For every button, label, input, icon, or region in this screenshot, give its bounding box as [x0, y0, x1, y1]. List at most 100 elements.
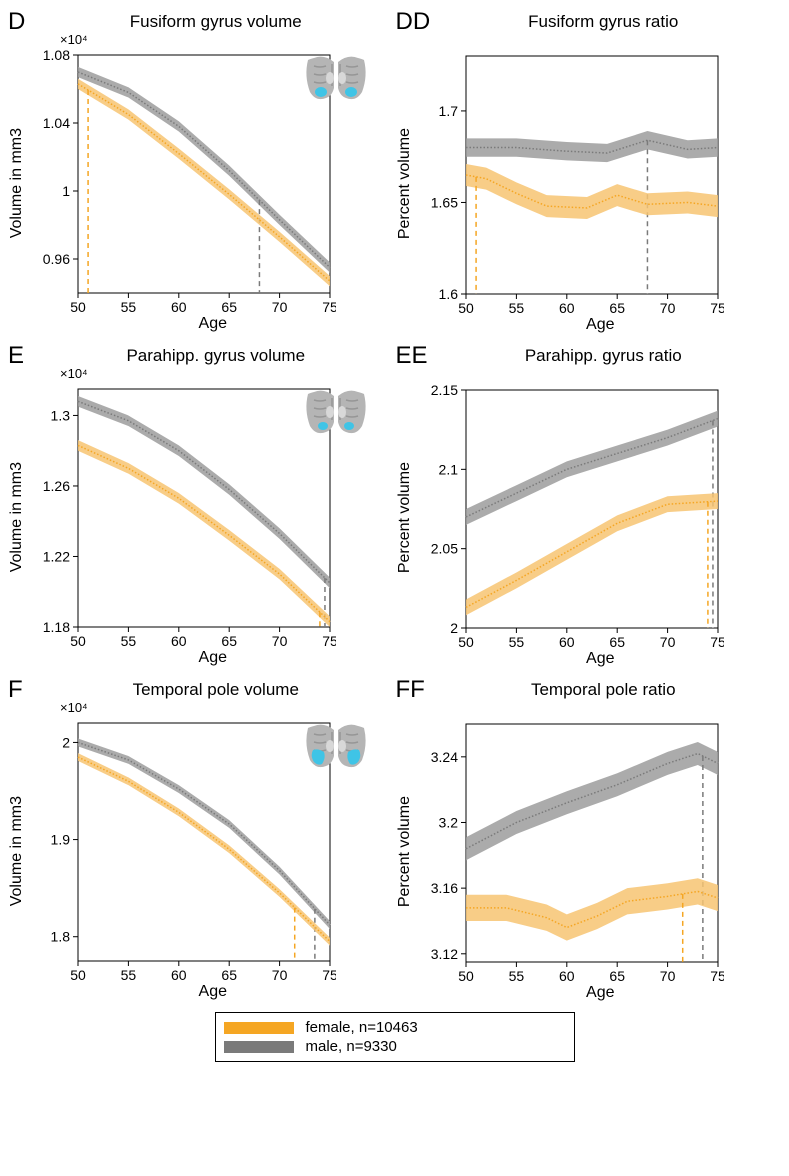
- panel-label: FF: [396, 676, 425, 704]
- y-axis-label: Percent volume: [396, 796, 414, 907]
- plot-svg: 5055606570750.9611.041.08: [26, 47, 336, 319]
- panel-FF: FF Temporal pole ratio Percent volume 50…: [396, 676, 772, 1002]
- svg-text:65: 65: [221, 967, 237, 983]
- svg-text:1.65: 1.65: [430, 194, 457, 210]
- svg-text:60: 60: [171, 299, 187, 315]
- legend-label-female: female, n=10463: [306, 1019, 418, 1036]
- svg-text:55: 55: [508, 300, 524, 316]
- svg-text:1.9: 1.9: [51, 832, 71, 848]
- panel-F: F Temporal pole volume ×10⁴ Volume in mm…: [8, 676, 384, 1002]
- legend: female, n=10463 male, n=9330: [215, 1012, 575, 1062]
- svg-text:1: 1: [62, 183, 70, 199]
- brain-inset-icon: [296, 716, 376, 776]
- svg-text:65: 65: [609, 300, 625, 316]
- svg-text:70: 70: [659, 634, 675, 650]
- svg-text:1.26: 1.26: [43, 478, 70, 494]
- svg-text:70: 70: [272, 967, 288, 983]
- y-axis-label: Volume in mm3: [8, 796, 26, 906]
- y-axis-label: Volume in mm3: [8, 128, 26, 238]
- svg-text:70: 70: [272, 299, 288, 315]
- brain-inset: [296, 716, 376, 776]
- panel-title: Fusiform gyrus volume: [8, 8, 384, 32]
- panel-DD: DD Fusiform gyrus ratio Percent volume 5…: [396, 8, 772, 334]
- svg-text:60: 60: [559, 634, 575, 650]
- svg-text:70: 70: [659, 968, 675, 984]
- svg-text:55: 55: [508, 968, 524, 984]
- legend-label-male: male, n=9330: [306, 1038, 397, 1055]
- svg-text:2.15: 2.15: [430, 382, 457, 398]
- svg-text:65: 65: [221, 299, 237, 315]
- svg-text:3.2: 3.2: [438, 814, 458, 830]
- svg-text:70: 70: [272, 633, 288, 649]
- svg-text:1.04: 1.04: [43, 115, 70, 131]
- svg-text:2: 2: [62, 734, 70, 750]
- svg-text:2: 2: [450, 620, 458, 636]
- legend-male: male, n=9330: [224, 1038, 566, 1055]
- legend-swatch-male: [224, 1041, 294, 1053]
- svg-text:55: 55: [121, 299, 137, 315]
- svg-text:3.24: 3.24: [430, 749, 457, 765]
- panel-label: F: [8, 676, 23, 704]
- legend-swatch-female: [224, 1022, 294, 1034]
- svg-text:50: 50: [458, 300, 474, 316]
- figure-grid: D Fusiform gyrus volume ×10⁴ Volume in m…: [0, 8, 789, 1002]
- svg-text:75: 75: [710, 300, 724, 316]
- svg-text:50: 50: [458, 968, 474, 984]
- svg-text:1.8: 1.8: [51, 929, 71, 945]
- svg-text:1.08: 1.08: [43, 47, 70, 63]
- panel-label: E: [8, 342, 24, 370]
- svg-text:50: 50: [458, 634, 474, 650]
- svg-text:75: 75: [710, 634, 724, 650]
- svg-text:1.6: 1.6: [438, 286, 458, 302]
- plot-svg: 50556065707522.052.12.15: [414, 382, 724, 654]
- panel-title: Temporal pole ratio: [396, 676, 772, 700]
- axis-multiplier: ×10⁴: [8, 32, 384, 47]
- y-axis-label: Percent volume: [396, 128, 414, 239]
- panel-title: Fusiform gyrus ratio: [396, 8, 772, 32]
- y-axis-label: Volume in mm3: [8, 462, 26, 572]
- svg-text:55: 55: [121, 633, 137, 649]
- svg-text:60: 60: [171, 967, 187, 983]
- svg-text:1.22: 1.22: [43, 548, 70, 564]
- axis-multiplier: ×10⁴: [8, 366, 384, 381]
- brain-inset-icon: [296, 48, 376, 108]
- svg-text:60: 60: [559, 300, 575, 316]
- legend-female: female, n=10463: [224, 1019, 566, 1036]
- panel-E: E Parahipp. gyrus volume ×10⁴ Volume in …: [8, 342, 384, 668]
- plot-svg: 50 55 60 65 70 75 1.18 1.22 1.26 1.3: [26, 381, 336, 653]
- brain-inset: [296, 382, 376, 442]
- svg-text:60: 60: [559, 968, 575, 984]
- svg-text:50: 50: [70, 633, 86, 649]
- svg-text:1.18: 1.18: [43, 619, 70, 635]
- panel-title: Temporal pole volume: [8, 676, 384, 700]
- panel-label: D: [8, 8, 25, 36]
- axis-multiplier: ×10⁴: [8, 700, 384, 715]
- svg-text:55: 55: [508, 634, 524, 650]
- svg-text:75: 75: [322, 967, 336, 983]
- svg-text:3.12: 3.12: [430, 946, 457, 962]
- plot-svg: 50 55 60 65 70 75 1.8 1.9 2: [26, 715, 336, 987]
- y-axis-label: Percent volume: [396, 462, 414, 573]
- svg-text:75: 75: [710, 968, 724, 984]
- plot-svg: 5055606570751.61.651.7: [414, 48, 724, 320]
- svg-text:75: 75: [322, 299, 336, 315]
- svg-text:2.1: 2.1: [438, 461, 458, 477]
- panel-D: D Fusiform gyrus volume ×10⁴ Volume in m…: [8, 8, 384, 334]
- brain-inset-icon: [296, 382, 376, 442]
- svg-text:65: 65: [221, 633, 237, 649]
- svg-text:65: 65: [609, 634, 625, 650]
- svg-text:50: 50: [70, 967, 86, 983]
- brain-inset: [296, 48, 376, 108]
- panel-title: Parahipp. gyrus ratio: [396, 342, 772, 366]
- svg-text:60: 60: [171, 633, 187, 649]
- svg-text:70: 70: [659, 300, 675, 316]
- panel-label: DD: [396, 8, 431, 36]
- svg-text:55: 55: [121, 967, 137, 983]
- panel-title: Parahipp. gyrus volume: [8, 342, 384, 366]
- svg-text:1.3: 1.3: [51, 407, 71, 423]
- panel-EE: EE Parahipp. gyrus ratio Percent volume …: [396, 342, 772, 668]
- plot-frame: [466, 56, 718, 294]
- svg-text:3.16: 3.16: [430, 880, 457, 896]
- plot-svg: 5055606570753.123.163.23.24: [414, 716, 724, 988]
- svg-text:75: 75: [322, 633, 336, 649]
